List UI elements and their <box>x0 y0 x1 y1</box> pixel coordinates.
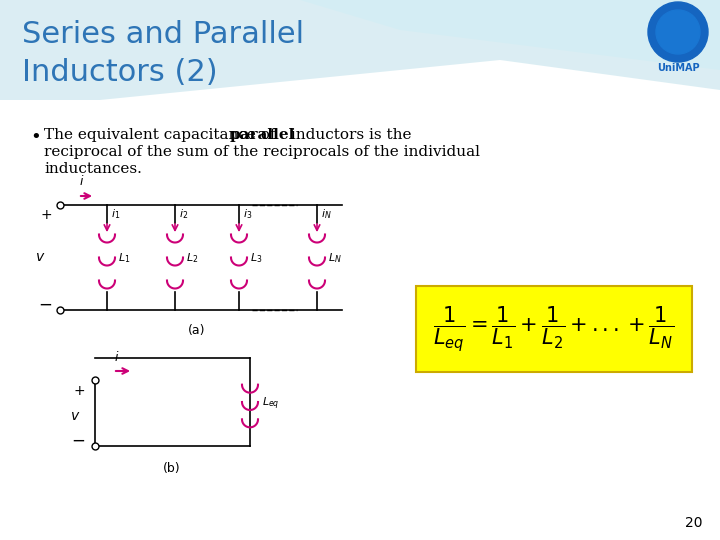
Text: (b): (b) <box>163 462 181 475</box>
Text: $\dfrac{1}{L_{eq}} = \dfrac{1}{L_1} + \dfrac{1}{L_2} + ... + \dfrac{1}{L_N}$: $\dfrac{1}{L_{eq}} = \dfrac{1}{L_1} + \d… <box>433 305 675 354</box>
Text: −: − <box>71 432 85 450</box>
Text: $i_N$: $i_N$ <box>321 207 332 221</box>
Text: inductances.: inductances. <box>44 162 142 176</box>
Circle shape <box>656 10 700 54</box>
Text: +: + <box>73 384 85 398</box>
Text: The equivalent capacitance of: The equivalent capacitance of <box>44 128 280 142</box>
Bar <box>0 100 720 540</box>
Polygon shape <box>300 0 720 70</box>
Text: $L_2$: $L_2$ <box>186 251 198 265</box>
Polygon shape <box>0 0 720 110</box>
Text: v: v <box>71 409 79 423</box>
Text: reciprocal of the sum of the reciprocals of the individual: reciprocal of the sum of the reciprocals… <box>44 145 480 159</box>
Text: +: + <box>40 208 52 222</box>
Text: $i_2$: $i_2$ <box>179 207 188 221</box>
Text: inductors is the: inductors is the <box>286 128 412 142</box>
Text: $L_1$: $L_1$ <box>118 251 130 265</box>
Text: −: − <box>38 296 52 314</box>
FancyBboxPatch shape <box>416 286 692 372</box>
Text: $L_N$: $L_N$ <box>328 251 342 265</box>
Circle shape <box>648 2 708 62</box>
Text: UniMAP: UniMAP <box>657 63 699 73</box>
Text: $L_{eq}$: $L_{eq}$ <box>262 395 279 412</box>
Text: $i_3$: $i_3$ <box>243 207 252 221</box>
Text: $L_3$: $L_3$ <box>250 251 263 265</box>
Text: 20: 20 <box>685 516 702 530</box>
Text: •: • <box>30 128 41 146</box>
Text: i: i <box>115 351 119 364</box>
Text: v: v <box>36 250 44 264</box>
Text: Series and Parallel: Series and Parallel <box>22 20 304 49</box>
Text: parallel: parallel <box>230 128 295 142</box>
Text: (a): (a) <box>188 324 206 337</box>
Text: Inductors (2): Inductors (2) <box>22 58 217 87</box>
Text: $i_1$: $i_1$ <box>111 207 120 221</box>
Text: i: i <box>80 175 84 188</box>
